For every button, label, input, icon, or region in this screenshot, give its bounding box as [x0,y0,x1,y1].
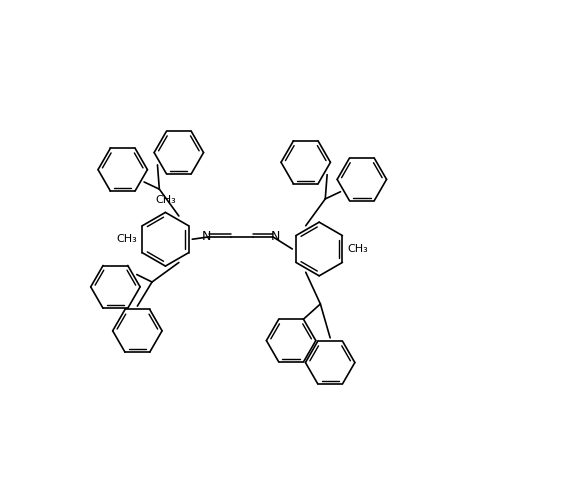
Text: N: N [271,230,280,244]
Text: N: N [202,230,211,244]
Text: CH₃: CH₃ [116,234,137,244]
Text: CH₃: CH₃ [155,195,176,205]
Text: CH₃: CH₃ [348,244,369,254]
